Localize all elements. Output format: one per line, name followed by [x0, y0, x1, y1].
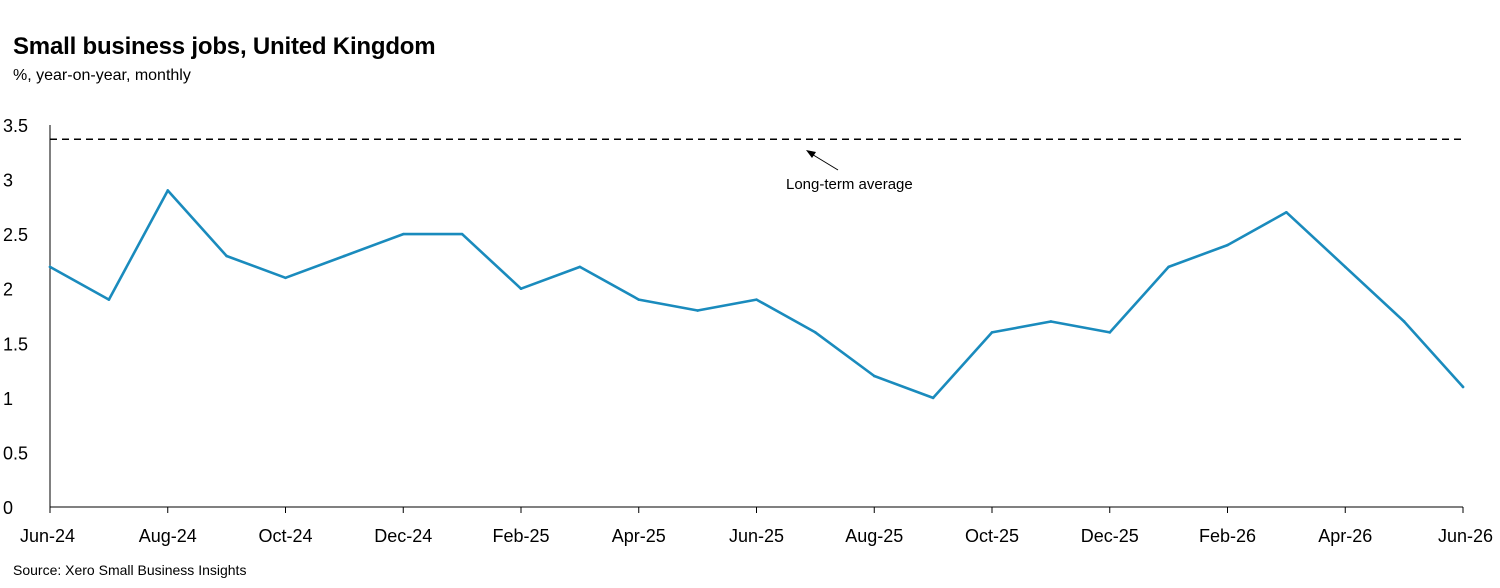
long-term-average-label: Long-term average [786, 176, 913, 193]
data-point [1402, 320, 1406, 323]
y-tick-label: 2 [3, 280, 13, 300]
chart-source: Source: Xero Small Business Insights [13, 562, 247, 578]
data-point [1343, 265, 1347, 269]
axes [49, 125, 1463, 508]
data-point [1285, 211, 1288, 214]
data-point [284, 276, 287, 280]
x-tick-label: Apr-25 [612, 526, 666, 546]
y-tick-label: 1.5 [3, 334, 28, 354]
x-tick-label: Jun-25 [729, 526, 784, 546]
data-point [990, 331, 994, 334]
data-point [343, 254, 346, 258]
data-point [225, 254, 228, 258]
x-tick-label: Feb-25 [492, 526, 549, 546]
y-tick-label: 3.5 [3, 116, 28, 136]
data-point [696, 309, 699, 312]
data-point [1049, 320, 1053, 323]
chart-title: Small business jobs, United Kingdom [13, 33, 436, 60]
x-axis-ticks [49, 507, 1464, 513]
data-point [460, 232, 464, 236]
data-point [1167, 265, 1170, 269]
x-tick-label: Feb-26 [1199, 526, 1256, 546]
y-tick-label: 0.5 [3, 443, 28, 463]
x-tick-label: Oct-24 [258, 526, 312, 546]
y-tick-label: 3 [3, 171, 13, 191]
data-point [519, 287, 523, 291]
x-tick-label: Dec-24 [374, 526, 432, 546]
y-axis-tick-labels: 0 0.5 1 1.5 2 2.5 3 3.5 [3, 116, 28, 518]
x-tick-label: Oct-25 [965, 526, 1019, 546]
data-point [1226, 243, 1229, 247]
annotation-arrowhead [806, 150, 816, 158]
chart-subtitle: %, year-on-year, monthly [13, 67, 191, 84]
x-tick-label: Aug-24 [139, 526, 197, 546]
annotation-arrow [809, 152, 839, 171]
series-group [48, 189, 1465, 400]
data-point [1108, 331, 1112, 334]
series-line [48, 189, 1465, 400]
data-point [401, 232, 405, 236]
x-tick-label: Jun-26 [1438, 526, 1493, 546]
data-point [814, 331, 817, 334]
data-point [107, 298, 111, 301]
data-point [578, 265, 582, 269]
y-tick-label: 2.5 [3, 225, 28, 245]
data-point [755, 298, 758, 301]
x-tick-label: Dec-25 [1081, 526, 1139, 546]
y-tick-label: 0 [3, 498, 13, 518]
data-point [872, 374, 876, 378]
data-point [931, 396, 935, 400]
x-tick-label: Jun-24 [20, 526, 75, 546]
data-point [637, 298, 641, 301]
data-point [1461, 385, 1465, 389]
data-point [166, 189, 170, 192]
y-tick-label: 1 [3, 389, 13, 409]
data-point [48, 265, 52, 269]
x-tick-label: Apr-26 [1318, 526, 1372, 546]
x-tick-label: Aug-25 [845, 526, 903, 546]
x-axis-tick-labels: Jun-24 Aug-24 Oct-24 Dec-24 Feb-25 Apr-25 Jun-… [20, 526, 1493, 546]
